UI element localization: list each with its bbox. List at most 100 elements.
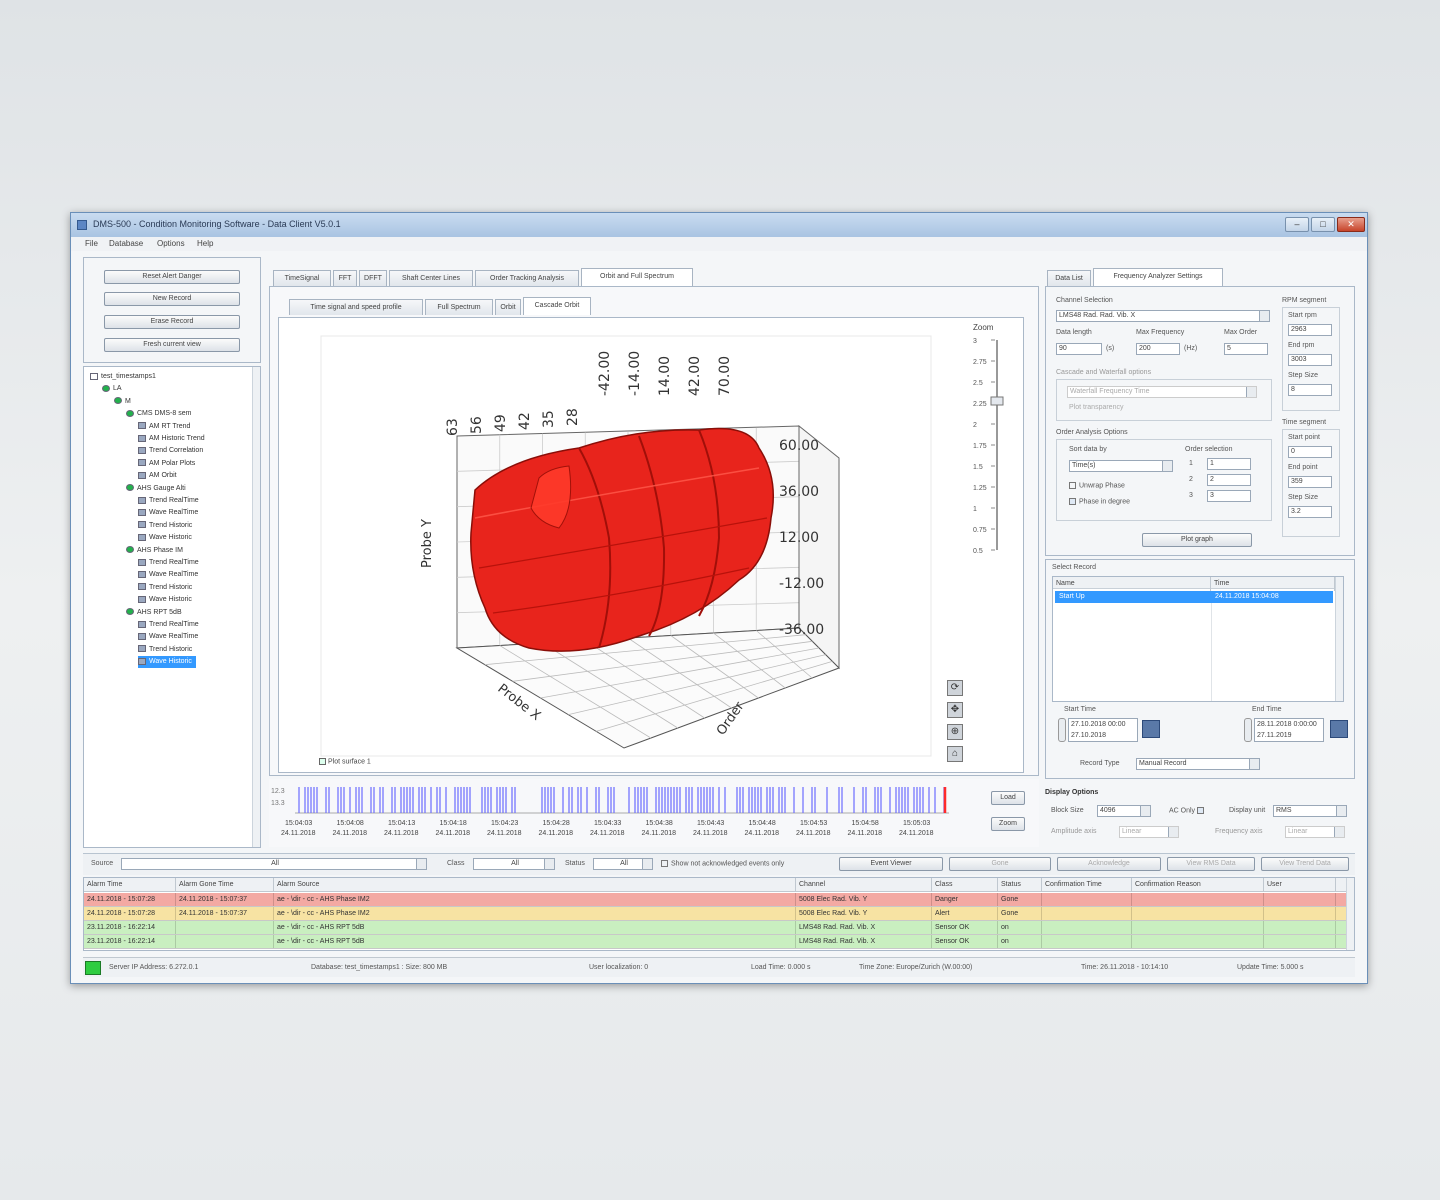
tree-node[interactable]: Trend Correlation (138, 445, 203, 457)
calendar-icon[interactable] (1330, 720, 1348, 738)
subtab-orbit[interactable]: Orbit (495, 299, 521, 315)
tab-dfft[interactable]: DFFT (359, 270, 387, 286)
timeline-zoom-button[interactable]: Zoom (991, 817, 1025, 831)
tab-timesignal[interactable]: TimeSignal (273, 270, 331, 286)
menu-file[interactable]: File (85, 239, 98, 248)
display-unit-select[interactable]: RMS (1273, 805, 1347, 817)
record-row-selected[interactable]: Start Up 24.11.2018 15:04:08 (1055, 591, 1333, 603)
channel-select[interactable]: LMS48 Rad. Rad. Vib. X (1056, 310, 1270, 322)
minimize-button[interactable]: – (1285, 217, 1309, 232)
tree-node[interactable]: Trend Historic (138, 644, 192, 656)
tree-node[interactable]: Wave Historic (138, 656, 196, 669)
alarm-column-header[interactable]: Channel (796, 878, 932, 892)
block-size-select[interactable]: 4096 (1097, 805, 1151, 817)
alarm-column-header[interactable]: Status (998, 878, 1042, 892)
tree-node[interactable]: AHS Gauge Alti (126, 483, 186, 495)
subtab-time-signal-and-speed-profile[interactable]: Time signal and speed profile (289, 299, 423, 315)
subtab-cascade-orbit[interactable]: Cascade Orbit (523, 297, 591, 315)
record-header-time[interactable]: Time (1211, 577, 1335, 591)
new-record-button[interactable]: New Record (104, 292, 240, 306)
tree-node[interactable]: test_timestamps1 (90, 371, 156, 383)
record-list[interactable]: Name Time Start Up 24.11.2018 15:04:08 (1052, 576, 1344, 702)
tree-node[interactable]: Trend RealTime (138, 495, 199, 507)
order-input-3[interactable]: 3 (1207, 490, 1251, 502)
cascade-type-select[interactable]: Waterfall Frequency Time (1067, 386, 1257, 398)
time-end-input[interactable]: 359 (1288, 476, 1332, 488)
tree-node[interactable]: AM Polar Plots (138, 458, 195, 470)
plot-transparency-label[interactable]: Plot transparency (1069, 404, 1124, 411)
tree-node[interactable]: Trend RealTime (138, 619, 199, 631)
tab-data-list[interactable]: Data List (1047, 270, 1091, 286)
cascade-orbit-3d-plot[interactable]: 60.00 36.00 12.00 -12.00 -36.00 -42.00 -14.00 1… (279, 318, 1025, 774)
fresh-view-button[interactable]: Fresh current view (104, 338, 240, 352)
tree-node[interactable]: Trend Historic (138, 520, 192, 532)
tree-node[interactable]: AM Orbit (138, 470, 177, 482)
pan-icon[interactable]: ✥ (947, 702, 963, 718)
alarm-column-header[interactable]: Alarm Time (84, 878, 176, 892)
title-bar[interactable]: DMS-500 - Condition Monitoring Software … (71, 213, 1367, 237)
show-unack-checkbox[interactable]: Show not acknowledged events only (661, 860, 784, 867)
alarm-column-header[interactable]: Class (932, 878, 998, 892)
time-start-input[interactable]: 0 (1288, 446, 1332, 458)
tree-scrollbar[interactable] (252, 367, 260, 847)
frequency-axis-select[interactable]: Linear (1285, 826, 1345, 838)
max-order-input[interactable]: 5 (1224, 343, 1268, 355)
time-step-input[interactable]: 3.2 (1288, 506, 1332, 518)
record-header-name[interactable]: Name (1053, 577, 1211, 591)
menu-help[interactable]: Help (197, 239, 214, 248)
timeline-load-button[interactable]: Load (991, 791, 1025, 805)
channel-tree[interactable]: test_timestamps1 LA M CMS DMS-8 sem AM RT Tr… (83, 366, 261, 848)
tree-node[interactable]: Wave RealTime (138, 507, 198, 519)
source-select[interactable]: All (121, 858, 427, 870)
menu-options[interactable]: Options (157, 239, 185, 248)
order-input-2[interactable]: 2 (1207, 474, 1251, 486)
alarm-column-header[interactable]: Alarm Source (274, 878, 796, 892)
rpm-step-input[interactable]: 8 (1288, 384, 1332, 396)
rotate-icon[interactable]: ⟳ (947, 680, 963, 696)
plot-graph-button[interactable]: Plot graph (1142, 533, 1252, 547)
reset-view-icon[interactable]: ⌂ (947, 746, 963, 762)
subtab-full-spectrum[interactable]: Full Spectrum (425, 299, 493, 315)
event-viewer-button[interactable]: Event Viewer (839, 857, 943, 871)
tree-node[interactable]: Wave RealTime (138, 631, 198, 643)
tab-order-tracking-analysis[interactable]: Order Tracking Analysis (475, 270, 579, 286)
end-time-input[interactable]: 28.11.2018 0:00:00 27.11.2019 (1254, 718, 1324, 742)
tab-frequency-analyzer-settings[interactable]: Frequency Analyzer Settings (1093, 268, 1223, 286)
tree-node[interactable]: Wave Historic (138, 594, 192, 606)
tree-node[interactable]: M (114, 396, 131, 408)
calendar-icon[interactable] (1142, 720, 1160, 738)
alarm-row[interactable]: 24.11.2018 - 15:07:28 24.11.2018 - 15:07:… (84, 893, 1346, 907)
ac-only-checkbox[interactable]: AC Only (1169, 807, 1205, 814)
start-time-input[interactable]: 27.10.2018 00:00 27.10.2018 (1068, 718, 1138, 742)
view-rms-data-button[interactable]: View RMS Data (1167, 857, 1255, 871)
tab-fft[interactable]: FFT (333, 270, 357, 286)
alarm-column-header[interactable]: Confirmation Time (1042, 878, 1132, 892)
tree-node[interactable]: AM Historic Trend (138, 433, 205, 445)
alarm-table-scrollbar[interactable] (1346, 878, 1354, 950)
alarm-row[interactable]: 23.11.2018 - 16:22:14 ae - \dir - cc - AH… (84, 921, 1346, 935)
tree-node[interactable]: AHS RPT 5dB (126, 607, 182, 619)
tree-node[interactable]: Trend Historic (138, 582, 192, 594)
max-frequency-input[interactable]: 200 (1136, 343, 1180, 355)
tree-node[interactable]: Wave Historic (138, 532, 192, 544)
unwrap-phase-checkbox[interactable]: Unwrap Phase (1069, 482, 1125, 489)
alarm-column-header[interactable]: Confirmation Reason (1132, 878, 1264, 892)
amplitude-axis-select[interactable]: Linear (1119, 826, 1179, 838)
sort-by-select[interactable]: Time(s) (1069, 460, 1173, 472)
start-time-spinner[interactable] (1058, 718, 1066, 742)
tab-shaft-center-lines[interactable]: Shaft Center Lines (389, 270, 473, 286)
zoom-thumb[interactable] (990, 396, 1004, 406)
alarm-row[interactable]: 23.11.2018 - 16:22:14 ae - \dir - cc - AH… (84, 935, 1346, 949)
rpm-start-input[interactable]: 2963 (1288, 324, 1332, 336)
data-length-input[interactable]: 90 (1056, 343, 1102, 355)
reset-alert-danger-button[interactable]: Reset Alert Danger (104, 270, 240, 284)
maximize-button[interactable]: □ (1311, 217, 1335, 232)
alarm-column-header[interactable]: User (1264, 878, 1336, 892)
plot-surface-checkbox[interactable]: Plot surface 1 (319, 758, 371, 765)
order-input-1[interactable]: 1 (1207, 458, 1251, 470)
end-time-spinner[interactable] (1244, 718, 1252, 742)
tree-node[interactable]: Wave RealTime (138, 569, 198, 581)
tree-node[interactable]: CMS DMS-8 sem (126, 408, 191, 420)
rpm-end-input[interactable]: 3003 (1288, 354, 1332, 366)
view-trend-data-button[interactable]: View Trend Data (1261, 857, 1349, 871)
